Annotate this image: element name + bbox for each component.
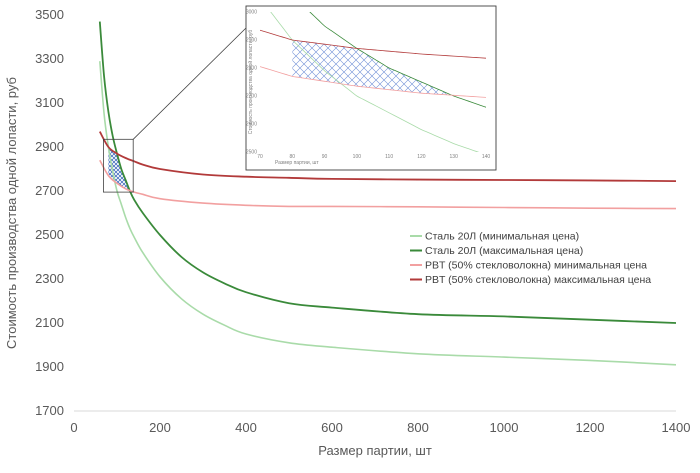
x-tick-label: 800: [407, 420, 429, 435]
inset-x-tick-label: 90: [322, 154, 328, 160]
y-tick-label: 1700: [35, 403, 64, 418]
inset-series-line-2: [309, 12, 486, 108]
inset-x-tick-label: 100: [353, 154, 362, 160]
y-tick-label: 2500: [35, 227, 64, 242]
inset-x-tick-label: 80: [290, 154, 296, 160]
inset-x-tick-label: 130: [450, 154, 459, 160]
y-tick-label: 3300: [35, 51, 64, 66]
x-tick-label: 1400: [662, 420, 691, 435]
zoom-highlight-box: [103, 138, 134, 193]
inset-series-line-4: [260, 29, 486, 59]
y-tick-label: 1900: [35, 359, 64, 374]
inset-x-tick-label: 120: [417, 154, 426, 160]
y-tick-label: 3500: [35, 7, 64, 22]
inset-y-tick-label: 2600: [246, 122, 257, 128]
y-tick-label: 2300: [35, 271, 64, 286]
x-tick-label: 0: [70, 420, 77, 435]
y-axis-ticks: 1700 1900 2100 2300 2500 2700 2900 3100 3300 3500: [35, 7, 64, 418]
x-tick-label: 200: [149, 420, 171, 435]
series-line-3: [99, 159, 676, 210]
legend-entry-label: PBT (50% стекловолокна) максимальная цен…: [425, 274, 651, 286]
inset-x-tick-label: 140: [482, 154, 491, 160]
inset-y-tick-label: 2900: [246, 38, 257, 44]
x-tick-label: 1200: [576, 420, 605, 435]
legend-entry-label: PBT (50% стекловолокна) минимальная цена: [425, 260, 647, 272]
x-tick-label: 600: [321, 420, 343, 435]
legend-entry-label: Сталь 20Л (минимальная цена): [425, 231, 579, 243]
inset-x-tick-label: 110: [385, 154, 393, 160]
inset-y-tick-label: 2700: [246, 94, 257, 100]
y-axis-title: Стоимость производства одной лопасти, ру…: [4, 77, 19, 349]
inset-plot: [260, 12, 486, 152]
inset-y-tick-label: 2500: [246, 150, 257, 156]
x-axis-ticks: 0 200 400 600 800 1000 1200 1400: [70, 420, 690, 435]
zoom-connector-line: [132, 27, 247, 140]
inset-y-tick-label: 3000: [246, 10, 257, 16]
y-tick-label: 2900: [35, 139, 64, 154]
x-axis-title: Размер партии, шт: [318, 443, 432, 458]
inset-hatched-region: [292, 40, 451, 96]
legend: Сталь 20Л (минимальная цена) Сталь 20Л (м…: [410, 231, 651, 286]
inset-series-line-1: [270, 12, 480, 152]
x-tick-label: 400: [235, 420, 257, 435]
y-tick-label: 2100: [35, 315, 64, 330]
series-lines: [98, 21, 676, 366]
y-tick-label: 3100: [35, 95, 64, 110]
inset-series-line-3: [260, 66, 486, 98]
x-tick-label: 1000: [490, 420, 519, 435]
y-tick-label: 2700: [35, 183, 64, 198]
series-line-4: [99, 131, 676, 182]
legend-entry-label: Сталь 20Л (максимальная цена): [425, 245, 583, 257]
series-line-2: [98, 21, 676, 324]
inset-y-axis-title: Стоимость производства одной лопасти, ру…: [247, 30, 254, 135]
inset-x-tick-label: 70: [257, 154, 263, 160]
inset-x-axis-title: Размер партии, шт: [275, 160, 319, 166]
inset-zoom-panel: 2500 2600 2700 2800 2900 3000 70 80 90 100 110 120 1…: [245, 5, 497, 171]
inset-y-tick-label: 2800: [246, 66, 257, 72]
